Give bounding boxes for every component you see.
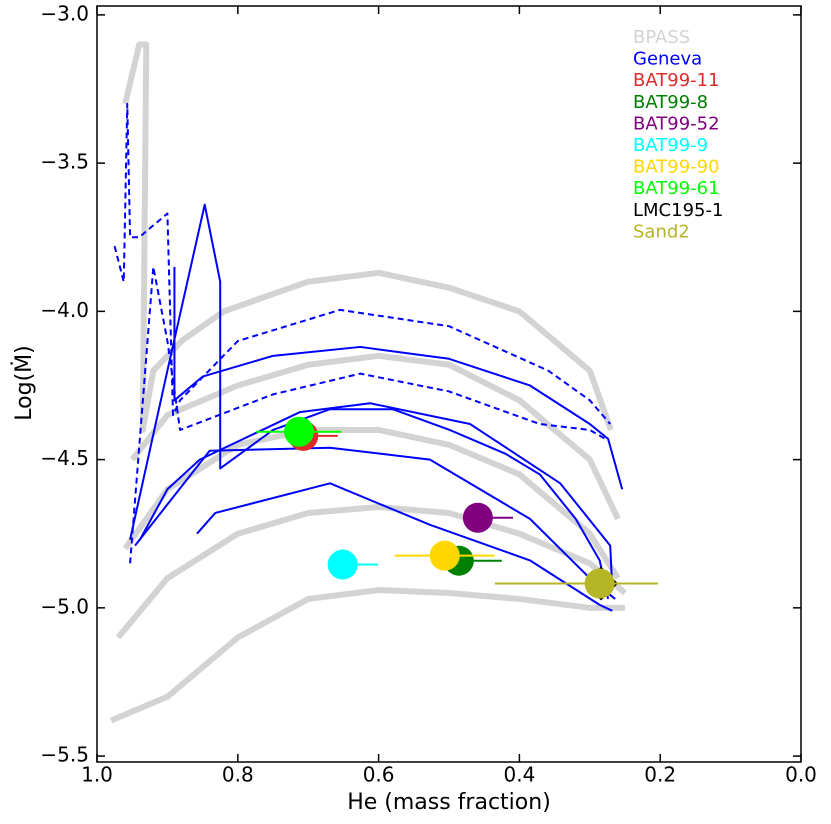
point-marker	[429, 540, 460, 571]
x-tick-label: 0.2	[644, 763, 676, 787]
track-line	[122, 41, 614, 433]
legend-entry: BAT99-52	[633, 113, 720, 134]
point-marker	[584, 568, 615, 599]
track-line	[139, 402, 614, 591]
legend-entry: BAT99-61	[633, 178, 720, 199]
x-tick-label: 0.6	[363, 763, 395, 787]
y-tick-label: −4.5	[40, 446, 89, 470]
track-line	[196, 482, 613, 612]
x-tick-label: 0.4	[503, 763, 535, 787]
point-marker	[462, 502, 493, 533]
y-tick-label: −5.5	[40, 743, 89, 767]
point-marker	[284, 416, 315, 447]
legend-entry: BPASS	[633, 27, 690, 48]
legend-entry: BAT99-9	[633, 135, 708, 156]
y-tick-label: −4.0	[40, 298, 89, 322]
track-line	[113, 102, 611, 425]
y-tick-label: −3.5	[40, 150, 89, 174]
x-axis-label: He (mass fraction)	[347, 790, 551, 815]
legend-entry: BAT99-90	[633, 157, 720, 178]
legend-entry: Sand2	[633, 221, 690, 242]
legend-entry: BAT99-11	[633, 70, 720, 91]
track-line	[173, 266, 624, 490]
y-axis-label: Log(Ṁ)	[11, 345, 37, 420]
y-tick-label: −5.0	[40, 594, 89, 618]
legend-entry: LMC195-1	[633, 200, 723, 221]
x-tick-label: 0.0	[785, 763, 817, 787]
track-line	[129, 352, 621, 521]
track-line	[129, 203, 610, 600]
y-tick-label: −3.0	[40, 1, 89, 25]
legend-entry: Geneva	[633, 49, 702, 70]
x-tick-label: 1.0	[81, 763, 113, 787]
track-line	[129, 265, 606, 564]
legend-entry: BAT99-8	[633, 92, 708, 113]
point-marker	[327, 549, 358, 580]
x-tick-label: 0.8	[222, 763, 254, 787]
plot-frame	[96, 5, 802, 763]
track-line	[109, 587, 625, 724]
track-line	[115, 504, 627, 640]
